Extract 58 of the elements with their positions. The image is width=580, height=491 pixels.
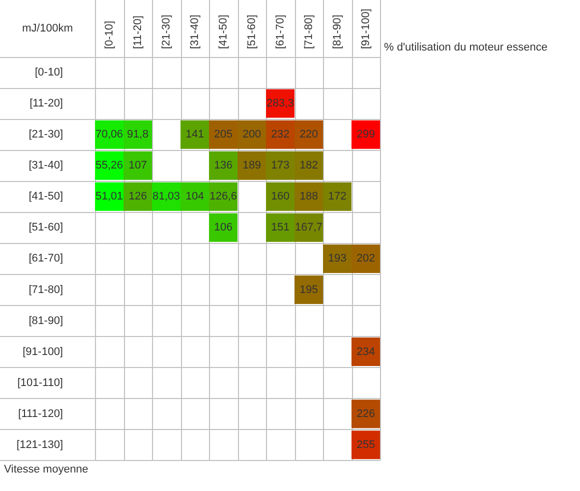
- data-label: 182: [300, 160, 318, 172]
- x-tick-label: [31-40]: [188, 14, 201, 49]
- data-label: 126,6: [209, 190, 238, 203]
- data-label: 136: [214, 160, 232, 172]
- x-tick-label: [51-60]: [246, 14, 258, 49]
- y-tick-label: [51-60]: [28, 222, 63, 234]
- data-label: 55,26: [95, 160, 124, 172]
- data-label: 70,06: [95, 128, 124, 141]
- y-axis-title: Vitesse moyenne: [4, 463, 88, 476]
- data-label: 81,03: [152, 190, 180, 203]
- data-label: 193: [328, 252, 346, 265]
- data-label: 189: [242, 160, 261, 172]
- y-tick-label: [41-50]: [28, 190, 63, 203]
- data-label: 232: [271, 128, 290, 141]
- data-label: 126: [128, 190, 147, 203]
- data-label: 255: [356, 438, 375, 451]
- x-tick-label: [41-50]: [217, 14, 230, 49]
- data-label: 106: [214, 222, 232, 234]
- data-label: 167,7: [294, 222, 323, 234]
- y-tick-label: [81-90]: [28, 314, 63, 327]
- x-tick-label: [61-70]: [274, 14, 286, 49]
- x-tick-label: [21-30]: [160, 14, 172, 49]
- y-tick-label: [0-10]: [34, 66, 63, 79]
- data-label: 299: [356, 128, 375, 141]
- data-label: 160: [271, 190, 290, 203]
- chart-title: mJ/100km: [22, 22, 73, 35]
- y-tick-label: [21-30]: [28, 128, 63, 141]
- data-label: 234: [356, 346, 375, 358]
- x-tick-label: [91-100]: [360, 8, 372, 49]
- data-label: 220: [300, 128, 318, 141]
- data-label: 205: [214, 128, 232, 141]
- data-label: 200: [242, 128, 261, 141]
- data-label: 91,8: [127, 128, 148, 141]
- y-tick-label: [121-130]: [16, 438, 63, 451]
- y-tick-label: [101-110]: [17, 376, 63, 389]
- x-tick-label: [0-10]: [103, 20, 116, 49]
- data-label: 104: [186, 190, 204, 203]
- x-tick-label: [11-20]: [132, 16, 144, 49]
- data-label: 51,01: [95, 190, 124, 203]
- data-label: 202: [356, 252, 375, 265]
- x-axis-title: % d'utilisation du moteur essence: [384, 42, 548, 54]
- x-tick-label: [81-90]: [331, 14, 344, 49]
- y-tick-label: [111-120]: [18, 408, 63, 420]
- data-label: 107: [128, 160, 147, 172]
- y-tick-label: [31-40]: [28, 160, 63, 172]
- data-label: 151: [271, 222, 290, 234]
- y-tick-label: [61-70]: [28, 252, 63, 265]
- data-label: 226: [356, 408, 375, 420]
- data-label: 173: [271, 160, 290, 172]
- y-tick-label: [11-20]: [30, 98, 63, 110]
- data-label: 283,3: [266, 98, 294, 110]
- data-label: 195: [300, 284, 318, 296]
- data-label: 172: [328, 190, 346, 203]
- y-tick-label: [91-100]: [22, 346, 63, 358]
- x-tick-label: [71-80]: [302, 14, 315, 49]
- y-tick-label: [71-80]: [28, 284, 63, 296]
- data-label: 188: [300, 190, 318, 203]
- data-label: 141: [186, 128, 204, 141]
